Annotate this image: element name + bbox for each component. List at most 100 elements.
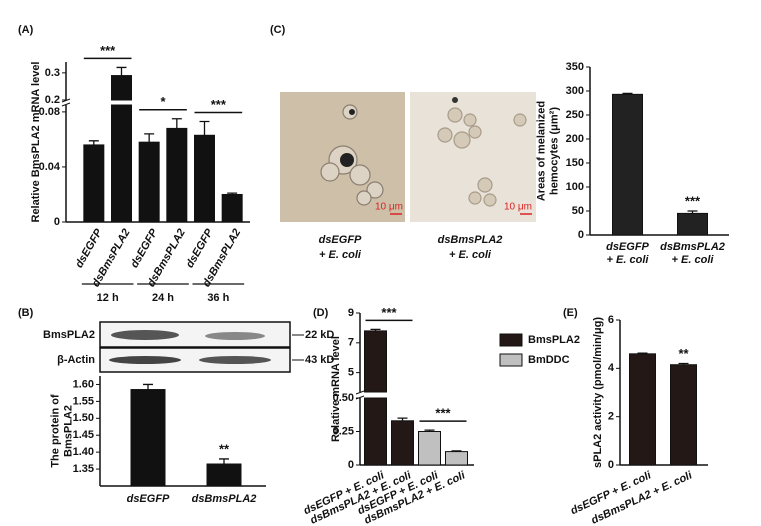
bar	[166, 127, 188, 223]
y-tick-label: 250	[566, 109, 584, 121]
y-axis-label: sPLA2 activity (pmol/min/μg)	[592, 317, 604, 468]
y-tick-label: 6	[608, 314, 614, 326]
x-tick-label: dsBmsPLA2	[192, 493, 257, 505]
y-axis-label: BmsPLA2	[62, 405, 74, 457]
image-label: dsEGFP	[319, 234, 362, 246]
y-tick-label: 0	[608, 459, 614, 471]
error-bar	[116, 66, 127, 76]
panel-label: (A)	[18, 24, 34, 36]
legend-swatch	[499, 353, 523, 367]
error-bar	[397, 417, 408, 421]
scale-label: 10 μm	[375, 202, 403, 213]
y-tick-label: 4	[608, 362, 615, 374]
y-tick-label: 1.50	[73, 412, 94, 424]
y-tick-label: 2	[608, 411, 614, 423]
y-tick-label: 50	[572, 205, 584, 217]
group-label: 12 h	[97, 292, 119, 304]
error-bar	[227, 192, 238, 195]
error-bar	[199, 120, 210, 136]
significance-label: **	[219, 441, 230, 456]
y-tick-label: 1.35	[73, 463, 94, 475]
error-bar	[622, 92, 633, 95]
micrographs: 10 μm 10 μm dsEGFP + E. coli dsBmsPLA2 +…	[280, 92, 536, 261]
bar	[677, 212, 708, 236]
panel-label: (B)	[18, 307, 34, 319]
significance-label: **	[678, 346, 689, 361]
y-axis-label: The protein of	[49, 394, 61, 468]
error-bar	[88, 140, 99, 145]
bar	[194, 134, 215, 223]
y-axis-label: Relative mRNA level	[330, 336, 342, 442]
error-bar	[637, 352, 648, 354]
error-bar	[678, 362, 689, 365]
y-tick-label: 0.2	[45, 94, 60, 106]
panel-label: (E)	[563, 307, 578, 319]
bar	[445, 451, 468, 466]
error-bar	[144, 133, 155, 143]
y-tick-label: 7	[348, 337, 354, 349]
blot-size: 22 kD	[305, 329, 334, 341]
axis-break	[61, 102, 71, 107]
bar	[130, 389, 166, 487]
error-bar	[451, 450, 462, 452]
bar	[111, 75, 132, 101]
blot-band	[205, 332, 265, 340]
bar	[111, 104, 132, 223]
y-tick-label: 350	[566, 61, 584, 73]
error-bar	[219, 458, 229, 464]
y-tick-label: 0	[54, 216, 60, 228]
bar	[138, 141, 160, 223]
x-tick-label: + E. coli	[607, 254, 650, 266]
significance-label: ***	[381, 305, 397, 320]
y-tick-label: 300	[566, 85, 584, 97]
bar	[418, 431, 441, 466]
group-label: 36 h	[207, 292, 229, 304]
bar	[670, 364, 697, 466]
x-tick-label: dsBmsPLA2	[660, 241, 725, 253]
bar	[629, 353, 656, 466]
significance-label: ***	[211, 97, 227, 112]
y-tick-label: 1.45	[73, 429, 94, 441]
y-axis-label: Relative BmsPLA2 mRNA level	[30, 62, 42, 223]
y-tick-label: 0	[348, 459, 354, 471]
axis-break	[355, 390, 365, 395]
blot-label: β-Actin	[57, 354, 95, 366]
y-tick-label: 150	[566, 157, 584, 169]
x-tick-label: dsEGFP	[606, 241, 649, 253]
y-tick-label: 100	[566, 181, 584, 193]
group-label: 24 h	[152, 292, 174, 304]
panel-label: (C)	[270, 24, 286, 36]
error-bar	[143, 383, 153, 390]
blot-band	[109, 356, 181, 364]
y-axis-label: hemocytes (μm²)	[548, 107, 560, 195]
y-tick-label: 0.08	[39, 106, 60, 118]
y-axis-label: Areas of melanized	[535, 101, 547, 201]
error-bar	[424, 429, 435, 432]
bar	[391, 420, 414, 466]
y-tick-label: 0.3	[45, 67, 60, 79]
image-label: dsBmsPLA2	[438, 234, 503, 246]
y-tick-label: 1.60	[73, 378, 94, 390]
bar	[83, 144, 105, 223]
blot-label: BmsPLA2	[43, 329, 95, 341]
y-tick-label: 5	[348, 367, 354, 379]
y-tick-label: 1.55	[73, 395, 94, 407]
bar	[364, 397, 387, 466]
y-tick-label: 0.50	[333, 392, 354, 404]
image-label: + E. coli	[319, 249, 362, 261]
blot-size: 43 kD	[305, 354, 334, 366]
significance-label: ***	[100, 43, 116, 58]
y-tick-label: 1.40	[73, 446, 94, 458]
legend-label: BmsPLA2	[528, 334, 580, 346]
y-tick-label: 0	[578, 229, 584, 241]
micrograph	[410, 92, 536, 222]
legend-swatch	[499, 333, 523, 347]
blot-band	[111, 330, 179, 340]
image-label: + E. coli	[449, 249, 492, 261]
bar	[206, 463, 242, 487]
significance-label: *	[160, 94, 166, 109]
scale-label: 10 μm	[504, 202, 532, 213]
x-tick-label: dsEGFP	[127, 493, 170, 505]
legend-label: BmDDC	[528, 354, 570, 366]
y-tick-label: 0.04	[39, 161, 61, 173]
